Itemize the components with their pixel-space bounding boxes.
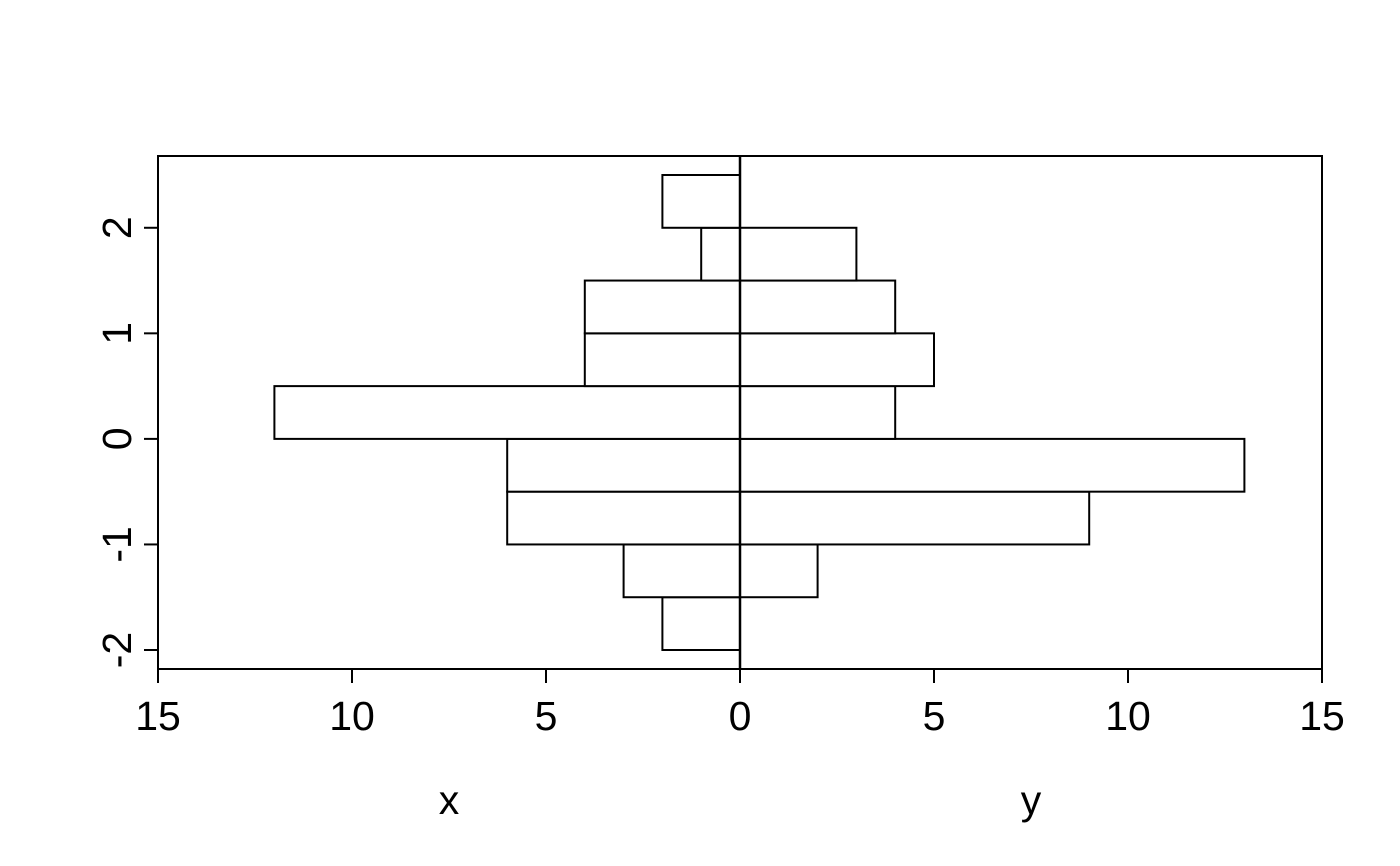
histogram-bar-left <box>583 279 741 335</box>
histogram-bar-right <box>739 332 935 388</box>
y-tick-label: -1 <box>94 526 140 562</box>
histogram-bar-right <box>739 385 897 440</box>
histogram-bar-right <box>739 437 1246 493</box>
y-tick-label: 2 <box>94 216 140 239</box>
histogram-bar-left <box>700 226 742 282</box>
histogram-bar-right <box>739 226 858 282</box>
x-axis-label-right: y <box>1021 777 1042 823</box>
histogram-bar-left <box>506 490 742 546</box>
bars-layer <box>273 174 1246 652</box>
histogram-bar-left <box>506 437 742 493</box>
histogram-bar-left <box>661 596 742 652</box>
x-tick-label: 10 <box>329 693 375 739</box>
histogram-bar-right <box>739 543 819 599</box>
y-tick-label: -2 <box>94 632 140 668</box>
x-tick-label: 5 <box>535 693 558 739</box>
x-tick-label: 10 <box>1105 693 1151 739</box>
y-tick-label: 1 <box>94 322 140 345</box>
x-tick-label: 15 <box>135 693 181 739</box>
y-tick-label: 0 <box>94 427 140 450</box>
histogram-bar-left <box>661 174 742 229</box>
x-tick-label: 0 <box>729 693 752 739</box>
histogram-bar-right <box>739 279 897 335</box>
histogram-bar-left <box>273 385 741 440</box>
histogram-bar-right <box>739 490 1091 546</box>
x-tick-label: 15 <box>1299 693 1345 739</box>
histogram-bar-left <box>583 332 741 388</box>
x-axis-label-left: x <box>439 777 460 823</box>
histogram-bar-left <box>622 543 741 599</box>
x-tick-label: 5 <box>923 693 946 739</box>
